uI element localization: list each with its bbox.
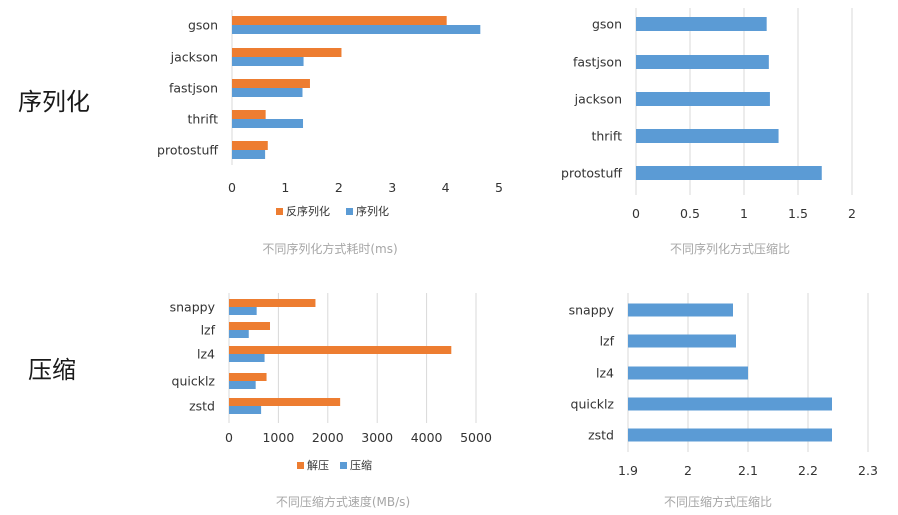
ser-time-bar-primary: [232, 141, 268, 150]
comp-speed-category-label: snappy: [170, 300, 216, 315]
comp-speed-caption: 不同压缩方式速度(MB/s): [276, 494, 410, 509]
ser-time-caption: 不同序列化方式耗时(ms): [262, 241, 397, 256]
comp-speed-legend-swatch: [340, 462, 347, 469]
ser-ratio-bar-secondary: [636, 129, 779, 143]
section-label-serialization: 序列化: [18, 88, 90, 116]
ser-time-tick-label: 1: [281, 180, 289, 195]
comp-ratio-caption: 不同压缩方式压缩比: [664, 494, 772, 509]
comp-ratio-tick-label: 2: [684, 463, 692, 478]
ser-time-bar-secondary: [232, 88, 303, 97]
comp-speed-bar-secondary: [229, 330, 249, 338]
comp-speed-tick-label: 3000: [361, 430, 393, 445]
ser-time-bar-secondary: [232, 150, 266, 159]
ser-ratio-tick-label: 2: [848, 206, 856, 221]
comp-speed-category-label: lzf: [201, 323, 216, 338]
ser-time-tick-label: 4: [442, 180, 450, 195]
ser-time-legend-label: 反序列化: [286, 204, 330, 218]
comp-ratio-bar-secondary: [628, 303, 733, 317]
ser-ratio-category-label: protostuff: [561, 166, 622, 181]
ser-ratio-tick-label: 0.5: [680, 206, 700, 221]
ser-time-tick-label: 3: [388, 180, 396, 195]
comp-speed-bar-secondary: [229, 406, 262, 414]
comp-ratio-category-label: quicklz: [571, 397, 615, 412]
comp-speed-bar-primary: [229, 346, 452, 354]
comp-speed-category-label: quicklz: [172, 374, 216, 389]
comp-speed-bar-secondary: [229, 354, 265, 362]
ser-time-legend-label: 序列化: [356, 204, 389, 218]
comp-speed-bar-secondary: [229, 307, 257, 315]
ser-time-category-label: protostuff: [157, 143, 218, 158]
ser-time-bar-primary: [232, 16, 447, 25]
comp-ratio-tick-label: 2.2: [798, 463, 818, 478]
comp-speed-bar-secondary: [229, 381, 256, 389]
comp-speed-bar-primary: [229, 299, 316, 307]
comp-ratio-category-label: lz4: [596, 366, 614, 381]
ser-ratio-bar-secondary: [636, 166, 822, 180]
comp-ratio-tick-label: 1.9: [618, 463, 638, 478]
comp-speed-category-label: lz4: [197, 347, 215, 362]
ser-time-category-label: thrift: [187, 112, 218, 127]
ser-ratio-bar-secondary: [636, 55, 769, 69]
ser-ratio-tick-label: 1.5: [788, 206, 808, 221]
ser-time-category-label: fastjson: [169, 81, 218, 96]
comp-ratio-category-label: snappy: [569, 303, 615, 318]
comp-ratio-tick-label: 2.1: [738, 463, 758, 478]
ser-ratio-category-label: gson: [592, 17, 622, 32]
comp-ratio-bar-secondary: [628, 366, 748, 380]
comp-speed-tick-label: 1000: [262, 430, 294, 445]
ser-time-tick-label: 2: [335, 180, 343, 195]
ser-time-bar-secondary: [232, 119, 304, 128]
ser-ratio-category-label: thrift: [591, 129, 622, 144]
ser-ratio-category-label: jackson: [574, 92, 622, 107]
ser-ratio-tick-label: 1: [740, 206, 748, 221]
ser-time-tick-label: 5: [495, 180, 503, 195]
comp-speed-bar-primary: [229, 373, 267, 381]
comp-speed-category-label: zstd: [189, 399, 215, 414]
ser-ratio-bar-secondary: [636, 92, 770, 106]
comp-speed-tick-label: 4000: [411, 430, 443, 445]
comp-ratio-bar-secondary: [628, 397, 832, 411]
ser-time-bar-secondary: [232, 57, 304, 66]
comp-ratio-category-label: lzf: [600, 334, 615, 349]
comp-speed-legend-swatch: [297, 462, 304, 469]
comp-speed-tick-label: 5000: [460, 430, 492, 445]
comp-ratio-bar-secondary: [628, 334, 736, 348]
comp-ratio-category-label: zstd: [588, 428, 614, 443]
ser-time-bar-primary: [232, 48, 342, 57]
ser-time-bar-secondary: [232, 25, 481, 34]
ser-time-tick-label: 0: [228, 180, 236, 195]
ser-ratio-category-label: fastjson: [573, 55, 622, 70]
comp-speed-bar-primary: [229, 322, 271, 330]
comp-speed-legend-label: 解压: [307, 458, 329, 472]
ser-time-bar-primary: [232, 110, 266, 119]
comp-ratio-tick-label: 2.3: [858, 463, 878, 478]
ser-time-bar-primary: [232, 79, 310, 88]
section-label-compression: 压缩: [28, 356, 76, 384]
ser-time-legend-swatch: [346, 208, 353, 215]
ser-ratio-tick-label: 0: [632, 206, 640, 221]
ser-time-category-label: jackson: [170, 50, 218, 65]
ser-time-category-label: gson: [188, 18, 218, 33]
comp-ratio-bar-secondary: [628, 428, 832, 442]
ser-ratio-bar-secondary: [636, 17, 767, 31]
comp-speed-bar-primary: [229, 398, 341, 406]
comp-speed-tick-label: 2000: [312, 430, 344, 445]
comp-speed-legend-label: 压缩: [350, 459, 372, 472]
ser-ratio-caption: 不同序列化方式压缩比: [670, 241, 790, 256]
ser-time-legend-swatch: [276, 208, 283, 215]
comp-speed-tick-label: 0: [225, 430, 233, 445]
